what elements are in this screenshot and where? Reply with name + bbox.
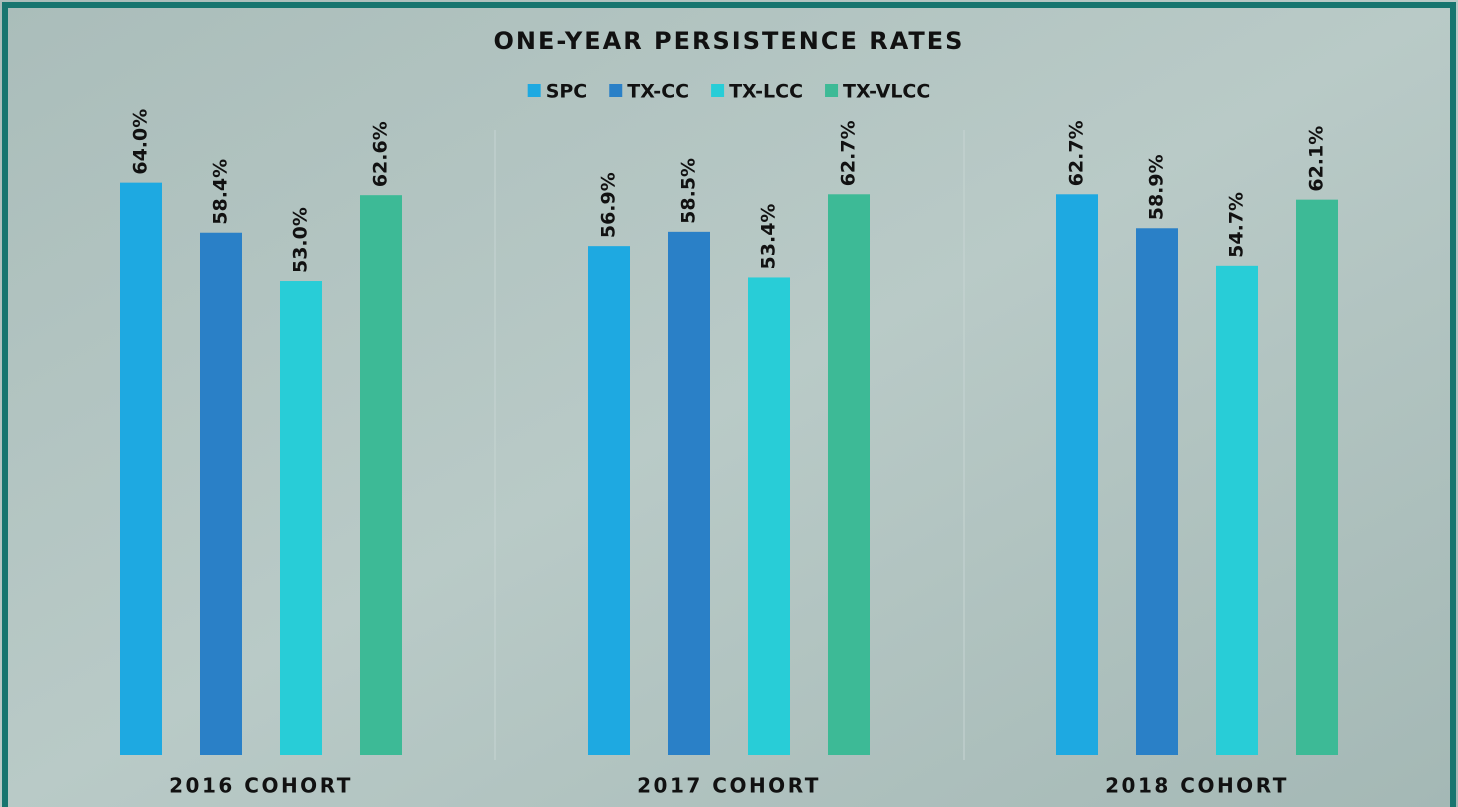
bar: [828, 194, 870, 755]
legend-label: TX-CC: [627, 81, 689, 103]
bar: [1216, 266, 1258, 755]
bar: [668, 232, 710, 755]
value-label: 62.6%: [370, 121, 392, 187]
value-label: 58.9%: [1146, 154, 1168, 220]
value-label: 54.7%: [1226, 192, 1248, 258]
value-label: 64.0%: [130, 109, 152, 175]
bar: [1056, 194, 1098, 755]
value-label: 62.7%: [1066, 120, 1088, 186]
bar: [748, 277, 790, 755]
page: {"chart_data": {"type": "bar", "title": …: [0, 0, 1458, 807]
bar: [120, 183, 162, 755]
chart-title: ONE-YEAR PERSISTENCE RATES: [494, 27, 965, 55]
legend-swatch: [528, 84, 541, 97]
bar: [588, 246, 630, 755]
x-tick-label: 2017 COHORT: [637, 774, 821, 798]
bar: [280, 281, 322, 755]
x-tick-label: 2018 COHORT: [1105, 774, 1289, 798]
legend-swatch: [711, 84, 724, 97]
x-tick-label: 2016 COHORT: [169, 774, 353, 798]
legend-label: SPC: [546, 81, 588, 103]
legend-swatch: [825, 84, 838, 97]
value-label: 56.9%: [598, 172, 620, 238]
bar: [1296, 200, 1338, 755]
value-label: 58.5%: [678, 158, 700, 224]
value-label: 58.4%: [210, 159, 232, 225]
value-label: 62.1%: [1306, 126, 1328, 192]
value-label: 53.4%: [758, 204, 780, 270]
legend-label: TX-LCC: [729, 81, 803, 103]
value-label: 62.7%: [838, 120, 860, 186]
legend-swatch: [609, 84, 622, 97]
legend-label: TX-VLCC: [843, 81, 930, 103]
bar: [360, 195, 402, 755]
value-label: 53.0%: [290, 207, 312, 273]
chart: ONE-YEAR PERSISTENCE RATES SPC TX-CC TX-LC…: [0, 0, 1458, 807]
bar: [1136, 228, 1178, 755]
bar: [200, 233, 242, 755]
